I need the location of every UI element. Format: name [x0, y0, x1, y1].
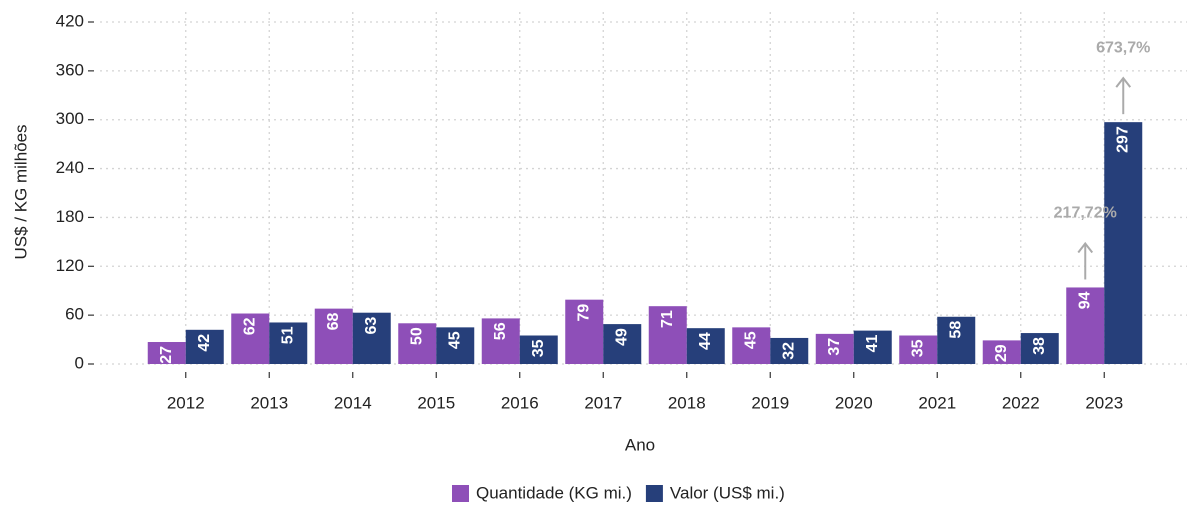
bar-value-label: 71	[659, 310, 676, 328]
bar-value-label: 35	[909, 339, 926, 357]
bar-value-label: 45	[742, 331, 759, 349]
bar-value-label: 62	[241, 317, 258, 335]
bar	[853, 330, 892, 364]
y-tick-label: 240	[56, 158, 84, 177]
x-tick-label: 2021	[918, 393, 956, 412]
y-tick-label: 420	[56, 11, 84, 30]
y-tick-label: 60	[65, 305, 84, 324]
bar	[1020, 333, 1059, 364]
y-tick-label: 0	[75, 353, 84, 372]
legend-label: Quantidade (KG mi.)	[476, 483, 632, 502]
y-tick-label: 120	[56, 256, 84, 275]
bar	[269, 322, 308, 364]
bar-value-label: 41	[864, 335, 881, 353]
bar	[686, 328, 725, 364]
x-tick-label: 2023	[1085, 393, 1123, 412]
bar-value-label: 68	[325, 313, 342, 331]
y-tick-label: 300	[56, 109, 84, 128]
bar	[1104, 122, 1143, 365]
x-tick-label: 2018	[668, 393, 706, 412]
x-tick-label: 2017	[584, 393, 622, 412]
bar-value-label: 51	[279, 326, 296, 344]
legend-label: Valor (US$ mi.)	[670, 483, 785, 502]
bar	[899, 335, 938, 364]
bar	[147, 342, 186, 364]
bar-value-label: 29	[993, 344, 1010, 362]
annotation: 673,7%	[1096, 39, 1150, 56]
bar	[314, 308, 353, 364]
bar	[770, 337, 809, 364]
y-tick-label: 180	[56, 207, 84, 226]
x-tick-label: 2014	[334, 393, 372, 412]
legend-swatch	[645, 485, 663, 502]
y-axis-title: US$ / KG milhões	[11, 124, 30, 259]
bar-value-label: 50	[408, 327, 425, 345]
x-tick-label: 2016	[501, 393, 539, 412]
bar	[436, 327, 475, 364]
bar	[185, 329, 224, 364]
bar-value-label: 32	[780, 342, 797, 360]
bar-value-label: 38	[1031, 337, 1048, 355]
bar-value-label: 37	[826, 338, 843, 356]
bar	[648, 306, 687, 364]
y-tick-label: 360	[56, 60, 84, 79]
x-tick-label: 2012	[167, 393, 205, 412]
x-tick-label: 2015	[417, 393, 455, 412]
bar-value-label: 42	[196, 334, 213, 352]
bar-value-label: 45	[446, 331, 463, 349]
bar	[231, 313, 270, 364]
bar-value-label: 35	[530, 339, 547, 357]
bar-value-label: 94	[1076, 291, 1093, 309]
bar	[982, 340, 1021, 364]
bar	[481, 318, 520, 364]
bar	[519, 335, 558, 364]
bar-value-label: 27	[158, 346, 175, 364]
bar-value-label: 49	[613, 328, 630, 346]
x-axis-title: Ano	[625, 435, 655, 454]
bar	[565, 299, 604, 364]
bar-value-label: 297	[1114, 126, 1131, 153]
bar	[1066, 287, 1105, 364]
x-tick-label: 2022	[1002, 393, 1040, 412]
bar	[398, 323, 437, 364]
bar	[732, 327, 771, 364]
annotation: 217,72%	[1054, 205, 1117, 222]
annotation-arrowhead	[1115, 76, 1132, 88]
annotation-arrowhead	[1077, 241, 1094, 254]
bar	[603, 324, 642, 364]
x-tick-label: 2020	[835, 393, 873, 412]
bar	[815, 333, 854, 364]
bar-value-label: 63	[363, 317, 380, 335]
bar-value-label: 79	[575, 304, 592, 322]
bar	[937, 316, 976, 364]
bar-value-label: 58	[947, 321, 964, 339]
bar-value-label: 44	[697, 332, 714, 350]
x-tick-label: 2013	[250, 393, 288, 412]
bar	[352, 312, 391, 364]
bar-value-label: 56	[492, 322, 509, 340]
x-tick-label: 2019	[751, 393, 789, 412]
legend-swatch	[452, 485, 469, 502]
